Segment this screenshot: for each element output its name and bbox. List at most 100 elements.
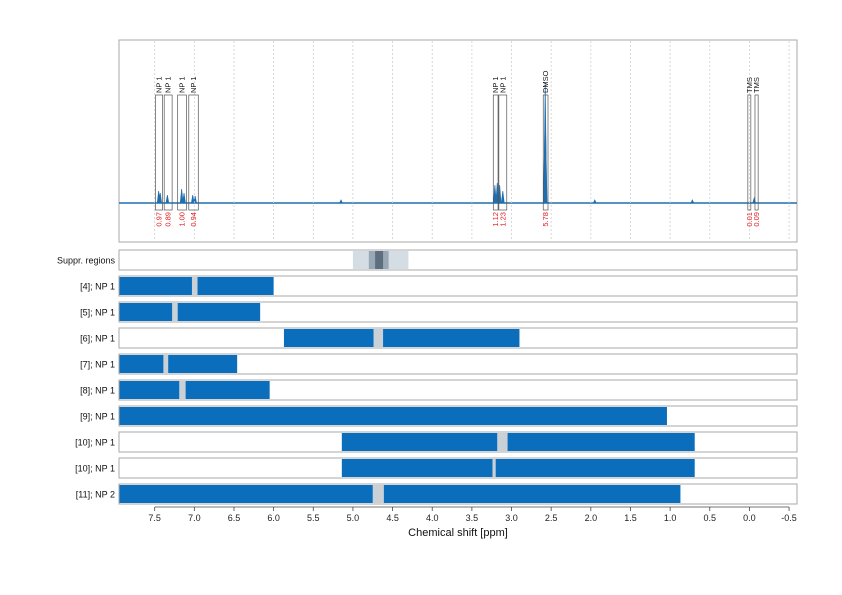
row-bar-1-1 — [177, 303, 261, 321]
row-bar-2-0 — [283, 329, 374, 347]
peak-box-label-5: NP 1 — [498, 76, 507, 93]
spectrum-peak-16 — [690, 199, 695, 204]
row-bar-4-1 — [185, 381, 270, 399]
peak-box-label-3: NP 1 — [189, 76, 198, 93]
peak-integral-0: 0.97 — [155, 212, 164, 227]
x-tick-label-7: 4.0 — [426, 513, 439, 523]
row-label-2: [6]; NP 1 — [80, 334, 115, 344]
row-gap-2-0 — [373, 329, 384, 347]
x-axis: 7.5 7.0 6.5 6.0 5.5 5.0 4.5 4.0 3.5 3.0 2.5 2.0 1.5 1… — [148, 506, 797, 523]
spectrum-peak-7 — [339, 199, 343, 204]
peak-box-label-6: DMSO — [541, 70, 550, 93]
peak-box-1 — [163, 94, 173, 211]
suppr-regions-label: Suppr. regions — [57, 256, 116, 266]
row-frame-4 — [118, 379, 798, 401]
x-tick-label-1: 7.0 — [188, 513, 201, 523]
row-label-3: [7]; NP 1 — [80, 360, 115, 370]
row-bar-3-1 — [168, 355, 238, 373]
row-frame-3 — [118, 353, 798, 375]
row-bar-1-0 — [119, 303, 173, 321]
peak-box-label-7: TMS — [745, 77, 754, 93]
spectrum-peak-11 — [501, 190, 505, 204]
row-label-7: [10]; NP 1 — [75, 464, 115, 474]
x-tick-label-14: 0.5 — [704, 513, 717, 523]
x-tick-label-0: 7.5 — [148, 513, 161, 523]
peak-integral-7: 0.01 — [745, 212, 754, 227]
row-gap-1-0 — [172, 303, 178, 321]
peak-integral-3: 0.94 — [189, 212, 198, 227]
peak-box-5 — [498, 94, 508, 211]
x-tick-label-5: 5.0 — [347, 513, 360, 523]
peak-box-7 — [747, 94, 752, 211]
peak-integral-1: 0.89 — [164, 212, 173, 227]
row-gap-0-0 — [191, 277, 198, 295]
grid-lines — [154, 41, 790, 241]
peak-integral-6: 5.78 — [541, 212, 550, 227]
suppr-regions-frame — [118, 249, 798, 271]
row-gap-7-0 — [492, 459, 496, 477]
peak-box-label-8: TMS — [752, 77, 761, 93]
row-label-8: [11]; NP 2 — [76, 490, 115, 500]
row-label-5: [9]; NP 1 — [80, 412, 115, 422]
x-tick-label-2: 6.5 — [228, 513, 241, 523]
row-panels: [4]; NP 1 [5]; NP 1 [6]; NP 1 [7]; NP 1 [8];… — [75, 275, 798, 505]
x-axis-title: Chemical shift [ppm] — [408, 527, 508, 539]
peak-box-2 — [177, 94, 187, 211]
row-bar-5-0 — [119, 407, 667, 425]
spectrum-peak-8 — [493, 184, 497, 204]
peak-box-label-2: NP 1 — [178, 76, 187, 93]
row-label-1: [5]; NP 1 — [80, 308, 115, 318]
row-frame-0 — [118, 275, 798, 297]
row-label-6: [10]; NP 1 — [75, 438, 115, 448]
row-frame-1 — [118, 301, 798, 323]
spectrum-peak-14 — [543, 132, 548, 204]
peak-box-0 — [155, 94, 163, 211]
row-label-0: [4]; NP 1 — [80, 282, 115, 292]
spectrum-peak-15 — [592, 199, 597, 204]
row-bar-7-1 — [495, 459, 695, 477]
peak-integral-4: 1.12 — [491, 212, 500, 227]
peak-box-label-4: NP 1 — [491, 76, 500, 93]
x-tick-label-16: -0.5 — [781, 513, 797, 523]
row-label-4: [8]; NP 1 — [80, 386, 115, 396]
spectrum-peak-3 — [179, 188, 184, 204]
x-tick-label-3: 6.0 — [267, 513, 280, 523]
peak-integral-2: 1.00 — [178, 212, 187, 227]
x-tick-label-10: 2.5 — [545, 513, 558, 523]
x-tick-label-9: 3.0 — [505, 513, 518, 523]
row-bar-8-1 — [383, 485, 681, 503]
x-tick-label-13: 1.0 — [664, 513, 677, 523]
spectrum-peak-1 — [158, 192, 163, 204]
row-gap-4-0 — [179, 381, 186, 399]
row-bar-3-0 — [119, 355, 164, 373]
peak-box-8 — [754, 94, 759, 211]
row-bar-6-1 — [507, 433, 695, 451]
spectrum-peak-2 — [165, 194, 170, 204]
row-bar-4-0 — [119, 381, 180, 399]
peak-integral-8: 0.09 — [752, 212, 761, 227]
row-gap-3-0 — [163, 355, 169, 373]
suppr-regions-panel: Suppr. regions — [57, 249, 798, 271]
row-bar-8-0 — [119, 485, 373, 503]
peak-box-label-0: NP 1 — [155, 76, 164, 93]
spectrum-panel — [118, 39, 798, 243]
peak-box-4 — [492, 94, 499, 211]
row-bar-0-0 — [119, 277, 192, 295]
x-tick-label-8: 3.5 — [466, 513, 479, 523]
x-tick-label-4: 5.5 — [307, 513, 320, 523]
peak-box-label-1: NP 1 — [164, 76, 173, 93]
row-gap-8-0 — [372, 485, 384, 503]
x-tick-label-6: 4.5 — [386, 513, 399, 523]
peak-integral-5: 1.23 — [498, 212, 507, 227]
x-tick-label-12: 1.5 — [624, 513, 637, 523]
x-tick-label-15: 0.0 — [743, 513, 756, 523]
row-bar-7-0 — [341, 459, 493, 477]
peak-boxes: NP 1 0.97 NP 1 0.89 NP 1 1.00 NP 1 0.94 NP 1 1.12… — [155, 70, 762, 226]
peak-box-6 — [542, 94, 549, 211]
row-gap-6-0 — [497, 433, 508, 451]
row-bar-0-1 — [197, 277, 274, 295]
row-bar-2-1 — [383, 329, 520, 347]
spectrum-frame — [118, 39, 798, 243]
x-tick-label-11: 2.0 — [585, 513, 598, 523]
